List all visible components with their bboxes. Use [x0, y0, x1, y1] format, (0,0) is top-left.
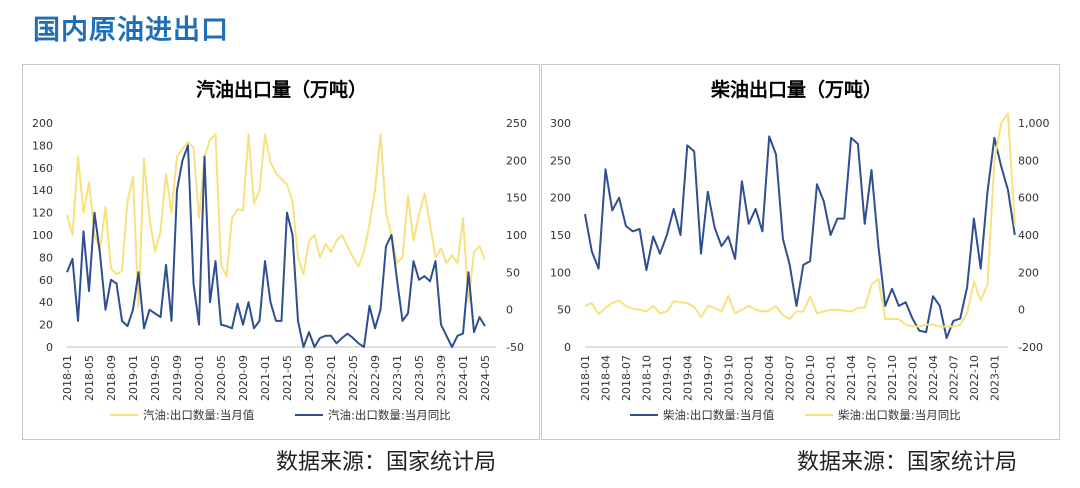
diesel-legend-label-1: 柴油:出口数量:当月值 — [663, 408, 775, 422]
gasoline-x-tick-label: 2023-01 — [391, 355, 404, 401]
diesel-y-left-tick-label: 0 — [564, 341, 571, 354]
diesel-x-tick-label: 2022-07 — [947, 355, 960, 401]
gasoline-y-right-tick-label: 100 — [506, 229, 527, 242]
diesel-y-right-tick-label: 800 — [1018, 154, 1039, 167]
gasoline-x-tick-label: 2019-09 — [171, 355, 184, 401]
diesel-x-tick-label: 2021-07 — [866, 355, 879, 401]
gasoline-chart-panel: 汽油出口量（万吨） 0 20 40 60 80 100 120 140 160 180 200 -50 0… — [22, 64, 540, 440]
gasoline-x-tick-label: 2022-05 — [347, 355, 360, 401]
diesel-y-right-tick-label: 0 — [1018, 304, 1025, 317]
gasoline-y-right-tick-label: 250 — [506, 117, 527, 130]
gasoline-y-left-tick-label: 20 — [39, 319, 53, 332]
gasoline-x-tick-label: 2020-09 — [237, 355, 250, 401]
gasoline-y-left-tick-label: 40 — [39, 296, 53, 309]
gasoline-y-left-tick-label: 80 — [39, 251, 53, 264]
page-title: 国内原油进出口 — [33, 15, 229, 46]
gasoline-x-tick-label: 2023-09 — [435, 355, 448, 401]
diesel-x-tick-label: 2022-04 — [927, 355, 940, 401]
diesel-x-tick-label: 2018-01 — [579, 355, 592, 401]
diesel-y-left-tick-label: 100 — [550, 266, 571, 279]
diesel-x-tick-label: 2019-10 — [722, 355, 735, 401]
diesel-x-tick-label: 2020-04 — [763, 355, 776, 401]
gasoline-series-line-1 — [66, 133, 486, 309]
gasoline-y-left-tick-label: 160 — [32, 162, 53, 175]
diesel-chart-panel: 柴油出口量（万吨） 0 50 100 150 200 250 300 -200 0 200 400 60… — [541, 64, 1060, 440]
gasoline-y-left-tick-label: 0 — [46, 341, 53, 354]
gasoline-x-tick-label: 2022-01 — [325, 355, 338, 401]
gasoline-y-right-tick-label: 0 — [506, 304, 513, 317]
gasoline-x-tick-label: 2020-05 — [215, 355, 228, 401]
diesel-series-line-1 — [584, 135, 1016, 339]
gasoline-legend-label-2: 汽油:出口数量:当月同比 — [328, 408, 451, 422]
diesel-x-tick-label: 2018-04 — [599, 355, 612, 401]
diesel-x-tick-label: 2023-01 — [988, 355, 1001, 401]
diesel-x-tick-label: 2018-07 — [620, 355, 633, 401]
gasoline-x-tick-label: 2018-01 — [61, 355, 74, 401]
diesel-export-chart: 柴油出口量（万吨） 0 50 100 150 200 250 300 -200 0 200 400 60… — [550, 78, 1050, 422]
gasoline-y-right-tick-label: -50 — [506, 341, 524, 354]
gasoline-x-tick-label: 2018-09 — [105, 355, 118, 401]
diesel-x-tick-label: 2020-01 — [743, 355, 756, 401]
diesel-x-tick-label: 2020-07 — [784, 355, 797, 401]
gasoline-y-left-tick-label: 180 — [32, 139, 53, 152]
diesel-y-left-tick-label: 250 — [550, 154, 571, 167]
gasoline-y-right-tick-label: 150 — [506, 192, 527, 205]
gasoline-legend-label-1: 汽油:出口数量:当月值 — [143, 408, 255, 422]
diesel-x-tick-label: 2021-04 — [845, 355, 858, 401]
gasoline-export-chart: 汽油出口量（万吨） 0 20 40 60 80 100 120 140 160 180 200 -50 0… — [32, 78, 527, 422]
diesel-y-left-tick-label: 50 — [557, 304, 571, 317]
diesel-x-tick-label: 2020-10 — [804, 355, 817, 401]
gasoline-y-left-tick-label: 120 — [32, 207, 53, 220]
gasoline-x-tick-label: 2019-05 — [149, 355, 162, 401]
diesel-y-right-tick-label: -200 — [1018, 341, 1043, 354]
diesel-series-line-2 — [584, 112, 1016, 328]
gasoline-x-tick-label: 2021-09 — [303, 355, 316, 401]
diesel-y-left-tick-label: 200 — [550, 192, 571, 205]
diesel-legend-label-2: 柴油:出口数量:当月同比 — [838, 408, 961, 422]
gasoline-x-tick-label: 2021-05 — [281, 355, 294, 401]
diesel-x-tick-label: 2019-04 — [681, 355, 694, 401]
gasoline-x-tick-label: 2021-01 — [259, 355, 272, 401]
gasoline-y-left-tick-label: 200 — [32, 117, 53, 130]
gasoline-y-right-tick-label: 200 — [506, 154, 527, 167]
gasoline-y-left-tick-label: 60 — [39, 274, 53, 287]
diesel-y-right-tick-label: 600 — [1018, 192, 1039, 205]
gasoline-y-left-tick-label: 140 — [32, 184, 53, 197]
diesel-x-tick-label: 2021-10 — [886, 355, 899, 401]
gasoline-x-tick-label: 2022-09 — [369, 355, 382, 401]
data-source-note-left: 数据来源：国家统计局 — [276, 450, 497, 475]
diesel-y-right-tick-label: 400 — [1018, 229, 1039, 242]
data-source-note-right: 数据来源：国家统计局 — [797, 450, 1018, 475]
gasoline-chart-title: 汽油出口量（万吨） — [196, 78, 367, 101]
diesel-x-tick-label: 2022-01 — [906, 355, 919, 401]
diesel-y-right-tick-label: 200 — [1018, 266, 1039, 279]
gasoline-x-tick-label: 2023-05 — [413, 355, 426, 401]
diesel-y-left-tick-label: 150 — [550, 229, 571, 242]
diesel-x-tick-label: 2019-01 — [661, 355, 674, 401]
diesel-y-right-tick-label: 1,000 — [1018, 117, 1050, 130]
gasoline-y-left-tick-label: 100 — [32, 229, 53, 242]
diesel-x-tick-label: 2021-01 — [825, 355, 838, 401]
gasoline-series-line-2 — [66, 144, 486, 348]
diesel-x-tick-label: 2019-07 — [702, 355, 715, 401]
diesel-y-left-tick-label: 300 — [550, 117, 571, 130]
gasoline-x-tick-label: 2024-01 — [457, 355, 470, 401]
diesel-x-tick-label: 2018-10 — [640, 355, 653, 401]
diesel-x-tick-label: 2022-10 — [968, 355, 981, 401]
gasoline-y-right-tick-label: 50 — [506, 266, 520, 279]
gasoline-x-tick-label: 2024-05 — [479, 355, 492, 401]
gasoline-x-tick-label: 2018-05 — [83, 355, 96, 401]
gasoline-x-tick-label: 2019-01 — [127, 355, 140, 401]
gasoline-x-tick-label: 2020-01 — [193, 355, 206, 401]
diesel-chart-title: 柴油出口量（万吨） — [710, 78, 882, 101]
